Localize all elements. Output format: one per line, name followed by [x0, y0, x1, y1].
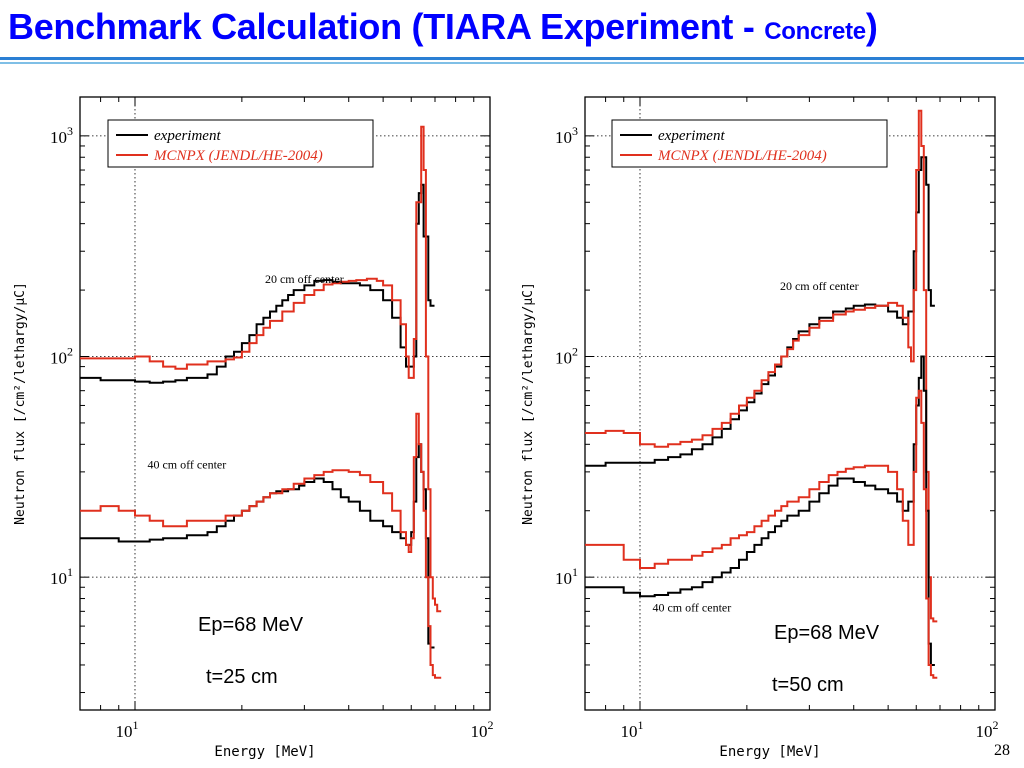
- left-annotation-1: 40 cm off center: [147, 458, 226, 472]
- left-y-tick-label-1: 102: [50, 345, 73, 368]
- slide-title-subject: Concrete: [764, 18, 866, 45]
- left-y-tick-label-2: 103: [50, 124, 73, 147]
- title-underline-thin: [0, 62, 1024, 64]
- right-legend-box: [611, 119, 888, 168]
- slide-title-main: Benchmark Calculation (TIARA Experiment …: [8, 6, 765, 47]
- right-annotation-1: 40 cm off center: [652, 600, 731, 614]
- left-series-3-mcnpx-40cm: [80, 412, 442, 679]
- left-y-axis-label: Neutron flux [/cm²/lethargy/μC]: [13, 282, 28, 525]
- chart-left-note-thickness: t=25 cm: [206, 666, 278, 688]
- left-x-tick-label-1: 102: [471, 718, 494, 741]
- left-legend-box: [107, 119, 374, 168]
- title-underline: [0, 57, 1024, 60]
- right-y-tick-label-1: 102: [555, 345, 578, 368]
- right-legend-label-1: MCNPX (JENDL/HE-2004): [657, 148, 827, 164]
- right-series-3-mcnpx-40cm: [585, 389, 938, 679]
- right-y-tick-label-0: 101: [555, 565, 578, 588]
- right-legend-label-0: experiment: [658, 128, 725, 144]
- right-annotation-0: 20 cm off center: [780, 279, 859, 293]
- chart-left-note-energy: Ep=68 MeV: [198, 614, 304, 636]
- right-x-tick-label-0: 101: [620, 718, 643, 741]
- page-number: 28: [994, 742, 1010, 759]
- right-series-1-mcnpx-20cm: [585, 109, 938, 623]
- right-y-tick-label-2: 103: [555, 124, 578, 147]
- chart-right-note-thickness: t=50 cm: [772, 674, 844, 696]
- chart-right-note-energy: Ep=68 MeV: [774, 622, 880, 644]
- left-x-axis-label: Energy [MeV]: [214, 744, 315, 760]
- left-legend-label-0: experiment: [154, 128, 221, 144]
- left-series-1-mcnpx-20cm: [80, 125, 442, 613]
- slide-title: Benchmark Calculation (TIARA Experiment …: [8, 6, 878, 48]
- left-annotation-0: 20 cm off center: [265, 272, 344, 286]
- right-y-axis-label: Neutron flux [/cm²/lethargy/μC]: [521, 282, 536, 525]
- slide-title-close: ): [865, 6, 878, 47]
- left-y-tick-label-0: 101: [50, 565, 73, 588]
- left-x-tick-label-0: 101: [115, 718, 138, 741]
- left-legend-label-1: MCNPX (JENDL/HE-2004): [153, 148, 323, 164]
- right-x-tick-label-1: 102: [976, 718, 999, 741]
- right-x-axis-label: Energy [MeV]: [719, 744, 820, 760]
